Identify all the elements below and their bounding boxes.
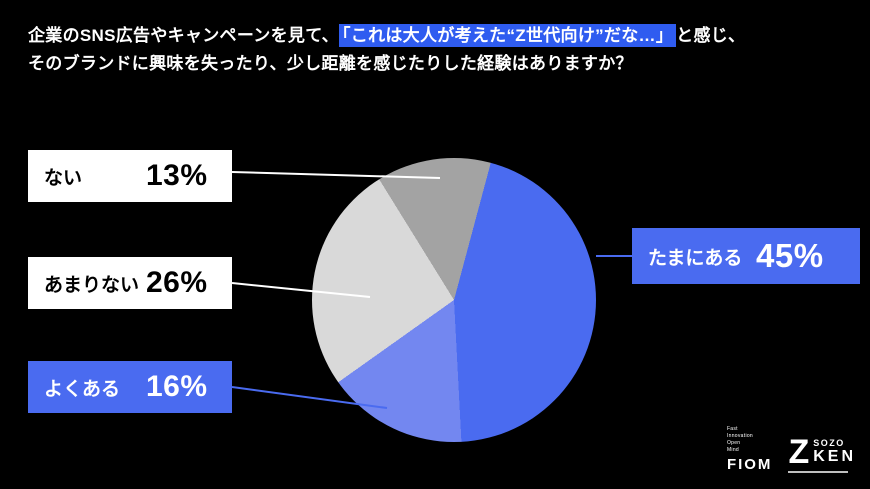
fiom-line-4: Mind	[726, 447, 739, 453]
callout-amarinai: あまりない 26%	[28, 257, 232, 309]
sozo-ken-mark: Z SOZO KEN	[788, 433, 856, 471]
fiom-line-2: Innovation	[726, 433, 754, 439]
title-line-2: そのブランドに興味を失ったり、少し距離を感じたりした経験はありますか？	[28, 54, 633, 73]
fiom-line-1: Fast	[726, 426, 738, 432]
sozo-ken-top: SOZO	[813, 438, 845, 448]
title-text-pre: 企業のSNS広告やキャンペーンを見て、	[28, 26, 339, 45]
fiom-line-3: Open	[726, 440, 741, 446]
fiom-logo: Fast Innovation Open Mind FIOM	[727, 426, 773, 473]
question-title: 企業のSNS広告やキャンペーンを見て、 「これは大人が考えた“Z世代向け”だな…」…	[28, 22, 745, 78]
sozo-ken-logo: Z SOZO KEN	[788, 433, 856, 473]
pie-chart	[312, 158, 596, 442]
segment-value: 16%	[146, 370, 208, 403]
sozo-ken-text: SOZO KEN	[813, 438, 856, 466]
title-text-highlight: 「これは大人が考えた“Z世代向け”だな…」	[338, 24, 677, 47]
sozo-ken-bottom: KEN	[813, 448, 856, 465]
segment-value: 26%	[146, 266, 208, 299]
sozo-ken-z: Z	[788, 433, 810, 471]
segment-value: 45%	[756, 237, 824, 274]
segment-value: 13%	[146, 159, 208, 192]
fiom-logo-lines: Fast Innovation Open Mind	[727, 426, 773, 454]
title-line-1: 企業のSNS広告やキャンペーンを見て、 「これは大人が考えた“Z世代向け”だな…」…	[28, 22, 745, 50]
segment-label: あまりない	[44, 274, 140, 296]
segment-label: たまにある	[648, 247, 743, 269]
callout-yokuaru: よくある 16%	[28, 361, 232, 413]
segment-label: ない	[44, 167, 83, 189]
title-text-post: と感じ、	[676, 26, 746, 45]
segment-label: よくある	[44, 378, 121, 400]
callout-nai: ない 13%	[28, 150, 232, 202]
footer-logos: Fast Innovation Open Mind FIOM Z SOZO KE…	[727, 426, 856, 473]
callout-tamaniaru: たまにある 45%	[632, 228, 860, 284]
fiom-wordmark: FIOM	[726, 456, 773, 473]
sozo-ken-tagline-rule	[788, 471, 849, 473]
